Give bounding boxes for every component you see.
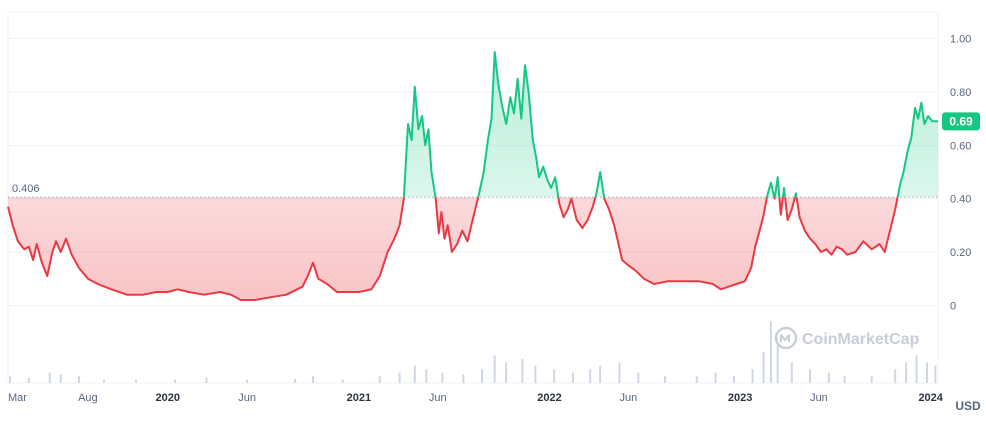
volume-bar [134, 379, 137, 383]
volume-bar [378, 376, 381, 383]
volume-bar [341, 379, 344, 383]
volume-bar [553, 369, 556, 383]
volume-bar [246, 379, 249, 383]
x-axis: Mar Aug 2020 Jun 2021 Jun 2022 Jun 2023 Jun 2024 [8, 392, 944, 404]
y-tick-label: 0.20 [950, 247, 971, 259]
x-tick-label: 2022 [537, 392, 561, 404]
current-price-badge: 0.69 [942, 112, 980, 131]
y-tick-label: 0.60 [950, 140, 971, 152]
price-area-above [403, 52, 938, 198]
grid-lines [7, 11, 939, 384]
x-tick-label: 2024 [918, 392, 943, 404]
volume-bar [905, 362, 908, 383]
volume-bar [413, 365, 416, 383]
volume-bar [9, 376, 12, 383]
volume-bar [462, 374, 465, 383]
volume-bar [762, 352, 765, 383]
volume-bar [637, 372, 640, 383]
price-area-below [8, 197, 938, 300]
volume-bar [78, 376, 81, 383]
current-price-label: 0.69 [949, 114, 973, 128]
volume-bar [769, 321, 772, 383]
volume-bars [9, 321, 937, 383]
x-tick-label: Jun [619, 392, 637, 404]
volume-bar [521, 358, 524, 383]
x-tick-label: 2023 [728, 392, 752, 404]
volume-bar [441, 372, 444, 383]
volume-bar [59, 374, 62, 383]
y-tick-label: 0 [950, 300, 956, 312]
volume-bar [870, 376, 873, 383]
coinmarketcap-logo-icon [774, 326, 798, 350]
x-tick-label: Aug [78, 392, 98, 404]
volume-bar [843, 376, 846, 383]
volume-bar [505, 362, 508, 383]
price-areas [8, 52, 938, 300]
price-line-below [7, 197, 899, 301]
x-tick-label: Jun [429, 392, 447, 404]
coinmarketcap-watermark: CoinMarketCap [774, 326, 920, 350]
volume-bar [174, 379, 177, 383]
currency-label: USD [955, 399, 981, 413]
volume-bar [205, 377, 208, 383]
baseline-label: 0.406 [12, 183, 40, 195]
y-axis: 1.00 0.80 0.60 0.40 0.20 0 [950, 34, 971, 313]
volume-bar [48, 372, 51, 383]
volume-bar [695, 376, 698, 383]
volume-bar [589, 369, 592, 383]
price-line-above [402, 51, 938, 198]
volume-bar [103, 379, 106, 383]
x-tick-label: 2020 [156, 392, 180, 404]
volume-bar [751, 369, 754, 383]
volume-bar [790, 362, 793, 383]
price-lines [7, 51, 938, 301]
volume-bar [732, 376, 735, 383]
x-tick-label: Jun [238, 392, 256, 404]
volume-bar [425, 369, 428, 383]
volume-bar [934, 365, 937, 383]
x-tick-label: Jun [810, 392, 828, 404]
current-price-badge-bg [942, 112, 980, 131]
volume-bar [714, 372, 717, 383]
y-tick-label: 0.40 [950, 194, 971, 206]
volume-bar [311, 376, 314, 383]
volume-bar [27, 377, 30, 383]
volume-bar [663, 376, 666, 383]
volume-bar [809, 369, 812, 383]
watermark-text: CoinMarketCap [802, 331, 920, 348]
volume-bar [534, 365, 537, 383]
y-tick-label: 0.80 [950, 87, 971, 99]
volume-bar [618, 362, 621, 383]
x-tick-label: 2021 [347, 392, 371, 404]
volume-bar [827, 372, 830, 383]
x-tick-label: Mar [8, 392, 27, 404]
volume-bar [571, 372, 574, 383]
volume-bar [915, 355, 918, 383]
volume-bar [493, 355, 496, 383]
volume-bar [776, 345, 779, 383]
y-tick-label: 1.00 [950, 34, 971, 46]
volume-bar [398, 372, 401, 383]
volume-bar [926, 362, 929, 383]
volume-bar [894, 369, 897, 383]
volume-bar [481, 369, 484, 383]
volume-bar [294, 378, 297, 383]
volume-bar [599, 365, 602, 383]
